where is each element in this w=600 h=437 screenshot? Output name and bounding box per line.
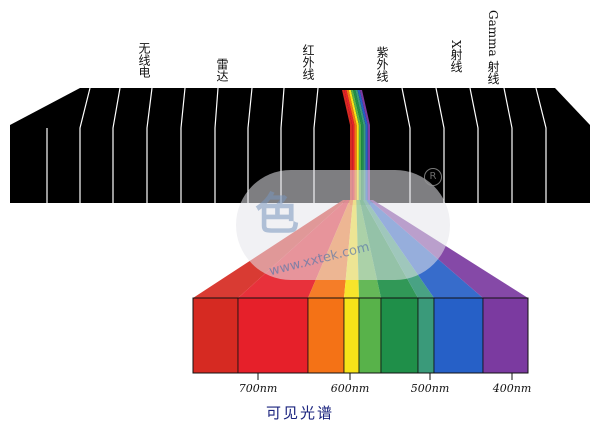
rainbow-stripe (350, 90, 362, 205)
watermark-badge (236, 170, 450, 280)
tick-700nm: 700nm (238, 382, 278, 395)
tick-500nm: 500nm (410, 382, 450, 395)
spectrum-segment (343, 297, 360, 374)
label-radio: 无线电 (137, 42, 151, 78)
rainbow-stripe (344, 90, 355, 205)
spectrum-segment (192, 297, 239, 374)
band-divider-lines (46, 87, 547, 203)
visible-spectrum-box (192, 297, 529, 374)
tick-400nm: 400nm (492, 382, 532, 395)
wavelength-axis (196, 372, 528, 380)
tick-600nm: 600nm (330, 382, 370, 395)
label-ultraviolet: 紫外线 (375, 46, 389, 82)
spectrum-segment (417, 297, 435, 374)
rainbow-stripe (353, 90, 364, 205)
em-band (10, 88, 590, 203)
visible-spectrum-caption: 可见光谱 (265, 404, 334, 422)
spectrum-segment (307, 297, 345, 374)
registered-mark: R (424, 168, 442, 186)
spectrum-segment (482, 297, 529, 374)
spectrum-segment (380, 297, 419, 374)
rainbow-sliver (342, 90, 370, 205)
label-radar: 雷达 (215, 58, 229, 82)
rainbow-stripe (359, 90, 370, 205)
rainbow-stripe (348, 90, 359, 205)
spectrum-segment (237, 297, 309, 374)
label-x-ray: X射线 (449, 40, 463, 73)
rainbow-stripe (357, 90, 368, 205)
spectrum-segment (358, 297, 382, 374)
rainbow-stripe (342, 90, 353, 205)
spectrum-segment (433, 297, 484, 374)
label-infrared: 红外线 (301, 44, 315, 80)
rainbow-stripe (346, 90, 357, 205)
label-gamma: Gamma 射线 (486, 10, 500, 85)
rainbow-stripe (355, 90, 366, 205)
watermark-brand-glyph: 色 (255, 189, 299, 240)
